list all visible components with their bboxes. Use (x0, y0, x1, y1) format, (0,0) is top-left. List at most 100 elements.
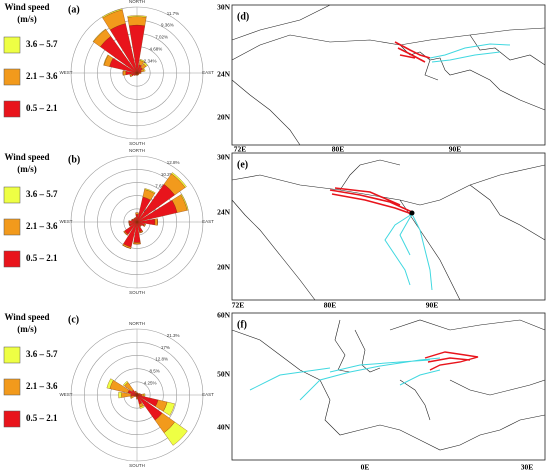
trajectory (384, 213, 433, 291)
direction-label: SOUTH (129, 463, 145, 468)
legend-swatch (3, 378, 21, 396)
trajectory (394, 41, 431, 63)
rose-bar (171, 172, 187, 188)
panel-label: (a) (68, 4, 80, 15)
site-marker (409, 210, 415, 216)
panel-label: (c) (68, 314, 79, 325)
y-tick-label: 24N (217, 70, 231, 79)
trajectory (429, 43, 511, 63)
ring-label: 9.36% (161, 23, 174, 28)
y-tick-label: 30N (217, 153, 231, 162)
legend-label: 0.5 – 2.1 (26, 103, 58, 113)
trajectory (329, 187, 413, 215)
legend-unit: (m/s) (17, 164, 37, 174)
ring-label: 4.25% (144, 380, 157, 385)
direction-label: NORTH (129, 148, 145, 153)
map-frame (231, 152, 546, 301)
coastline (231, 159, 546, 301)
panel-label: (e) (237, 159, 248, 170)
direction-label: SOUTH (129, 141, 145, 146)
direction-label: NORTH (129, 0, 145, 4)
legend-swatch (3, 410, 21, 428)
rose-bar (129, 396, 132, 399)
legend-title: Wind speed (4, 152, 49, 162)
legend-label: 3.6 – 5.7 (26, 189, 58, 199)
legend-swatch (3, 346, 21, 364)
direction-label: WEST (60, 392, 73, 397)
ring-label: 4.68% (149, 46, 162, 51)
ring-label: 11.7% (167, 11, 179, 16)
panel-label: (d) (237, 11, 249, 22)
rose-bar (103, 54, 109, 66)
y-tick-label: 60N (217, 311, 231, 320)
rose-bar (143, 393, 146, 397)
legend-label: 3.6 – 5.7 (26, 39, 58, 49)
rose-bar (129, 74, 131, 77)
trajectory (249, 357, 441, 401)
legend-swatch (3, 68, 21, 86)
legend-swatch (3, 218, 21, 236)
rose-bar (135, 212, 139, 215)
legend-swatch (3, 186, 21, 204)
x-tick-label: 90E (426, 301, 439, 310)
rose-bar (143, 62, 148, 67)
rose-bar (131, 218, 133, 221)
direction-label: SOUTH (129, 290, 145, 295)
legend-label: 2.1 – 3.6 (26, 221, 58, 231)
rose-bar (180, 193, 189, 211)
panel-label: (b) (68, 154, 80, 165)
y-tick-label: 24N (217, 208, 231, 217)
rose-bar (106, 378, 114, 389)
rose-bar (101, 8, 123, 19)
legend-label: 3.6 – 5.7 (26, 349, 58, 359)
map-frame (231, 312, 546, 461)
x-tick-label: 0E (361, 463, 370, 472)
x-tick-label: 80E (324, 301, 337, 310)
y-tick-label: 20N (217, 113, 231, 122)
rose-bar (134, 390, 137, 392)
ring-label: 10.2% (161, 172, 174, 177)
legend-label: 2.1 – 3.6 (26, 71, 58, 81)
coastline (231, 4, 546, 146)
ring-label: 7.68% (155, 184, 168, 189)
rose-bar (163, 421, 188, 446)
rose-bar (134, 217, 136, 219)
y-tick-label: 50N (217, 370, 231, 379)
direction-label: EAST (202, 392, 214, 397)
rose-bar (140, 225, 142, 227)
direction-label: NORTH (129, 321, 145, 326)
ring-label: 2.34% (144, 58, 157, 63)
rose-bar (92, 28, 107, 43)
rose-bar (139, 405, 145, 409)
map-frame (231, 4, 546, 146)
x-tick-label: 90E (449, 145, 462, 154)
legend-title: Wind speed (4, 312, 49, 322)
map-f (231, 312, 546, 461)
ring-label: 21.3% (167, 333, 180, 338)
y-tick-label: 20N (217, 263, 231, 272)
x-tick-label: 72E (234, 145, 247, 154)
map-e (231, 152, 546, 301)
x-tick-label: 80E (332, 145, 345, 154)
legend-unit: (m/s) (17, 324, 37, 334)
x-tick-label: 30E (521, 463, 534, 472)
rose-bar (127, 15, 147, 18)
ring-label: 8.5% (149, 368, 159, 373)
y-tick-label: 30N (217, 3, 231, 12)
rose-bar (127, 16, 147, 26)
ring-label: 12.8% (155, 356, 168, 361)
y-tick-label: 40N (217, 423, 231, 432)
rose-bar (122, 380, 129, 387)
legend-title: Wind speed (4, 2, 49, 12)
direction-label: EAST (202, 70, 214, 75)
rose-bar (163, 401, 175, 416)
rose-bar (143, 68, 146, 72)
rose-bar (144, 188, 156, 194)
direction-label: WEST (60, 70, 73, 75)
legend-swatch (3, 100, 21, 118)
legend-label: 0.5 – 2.1 (26, 413, 58, 423)
legend-swatch (3, 250, 21, 268)
panel-label: (f) (237, 319, 247, 330)
x-tick-label: 72E (232, 301, 245, 310)
rose-bar (154, 218, 158, 226)
